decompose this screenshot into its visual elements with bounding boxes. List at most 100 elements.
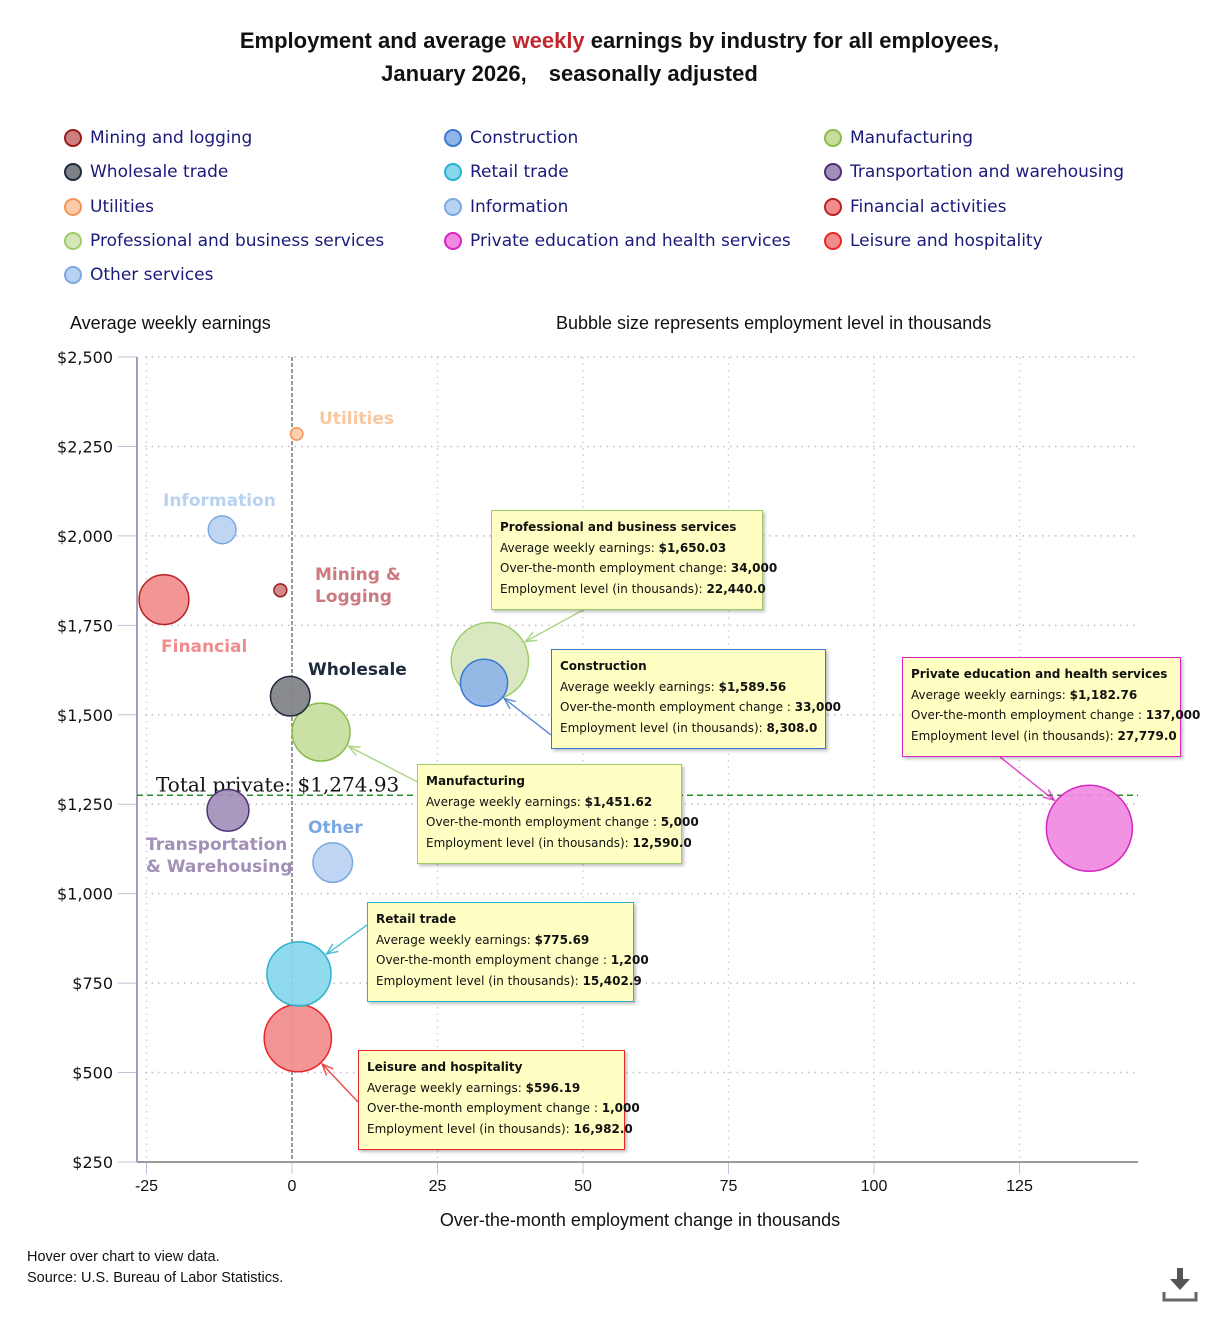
legend-swatch-icon [64,231,82,250]
tooltip-pointer [321,1063,359,1103]
tooltip-arrowhead [320,1062,334,1076]
bubble-private-education-and-health-services[interactable] [1045,784,1134,873]
legend-swatch-icon [444,129,462,147]
bubble-label: Mining & [315,565,401,585]
tooltip-title: Professional and business services [500,520,737,534]
legend-swatch-icon [64,163,82,182]
tooltip-earnings-label: Average weekly earnings: [426,794,585,809]
tooltip-earnings: Average weekly earnings: $775.69 [376,930,625,951]
legend-item[interactable]: Construction [444,128,578,148]
tooltip-change-value: 1,200 [610,953,649,967]
bubble-utilities[interactable] [289,426,304,441]
bubble-other-services[interactable] [312,841,354,884]
tooltip-level-value: 15,402.9 [582,973,642,988]
tooltip-level-value: 16,982.0 [573,1121,633,1136]
tooltip-arrowhead [502,697,516,710]
legend-item[interactable]: Information [444,197,568,217]
legend-swatch-icon [64,266,82,285]
tooltip-pointer [999,756,1055,801]
tooltip-change-label: Over-the-month employment change : [560,700,795,714]
x-tick-label: 75 [720,1178,738,1195]
legend-swatch-icon [64,197,82,216]
bubble-information[interactable] [207,515,237,545]
tooltip-arrowhead [523,631,538,643]
title-period: January 2026, [381,61,527,86]
bubble-label: Other [308,818,363,838]
bubble-label: Logging [315,587,392,607]
legend-item[interactable]: Utilities [64,197,154,217]
y-tick-label: $2,500 [57,348,113,367]
tooltip-change-label: Over-the-month employment change : [376,953,611,967]
tooltip-level-label: Employment level (in thousands): [426,835,633,850]
bubble-wholesale-trade[interactable] [269,675,311,717]
bubble-retail-trade[interactable] [266,941,332,1007]
legend-item[interactable]: Mining and logging [64,128,252,148]
tooltip-level-label: Employment level (in thousands): [500,581,707,596]
bubble-label: & Warehousing [146,857,292,877]
title-adjustment: seasonally adjusted [548,61,758,86]
tooltip-earnings: Average weekly earnings: $596.19 [367,1078,616,1099]
legend-item[interactable]: Leisure and hospitality [824,231,1043,251]
legend-item[interactable]: Transportation and warehousing [824,162,1124,182]
bubble-leisure-and-hospitality[interactable] [263,1003,333,1073]
tooltip-change-value: 5,000 [660,815,699,829]
hover-hint: Hover over chart to view data. [27,1249,220,1265]
tooltip-earnings-label: Average weekly earnings: [376,932,535,947]
tooltip-arrowhead [325,943,339,956]
download-icon [1162,1268,1198,1302]
legend-item[interactable]: Private education and health services [444,231,791,251]
tooltip-level-label: Employment level (in thousands): [911,728,1118,743]
x-tick-label: 50 [574,1178,592,1195]
x-tick-label: 100 [861,1178,888,1195]
tooltip-title: Manufacturing [426,774,525,788]
bubble-construction[interactable] [459,658,509,708]
legend-label: Manufacturing [850,128,974,148]
x-tick-label: 125 [1006,1178,1033,1195]
legend-label: Wholesale trade [90,162,229,183]
tooltip-level: Employment level (in thousands): 16,982.… [367,1119,633,1140]
y-axis-title: Average weekly earnings [70,313,271,333]
y-tick-label: $500 [72,1064,113,1083]
title-text-start: Employment and average [239,28,513,53]
legend-item[interactable]: Wholesale trade [64,162,228,182]
bubble-financial-activities[interactable] [138,573,190,626]
x-tick-label: 25 [429,1178,447,1195]
bubble-size-note: Bubble size represents employment level … [556,313,992,333]
tooltip-change-value: 137,000 [1145,708,1201,722]
tooltip-earnings: Average weekly earnings: $1,451.62 [426,792,673,813]
legend-item[interactable]: Financial activities [824,197,1007,217]
legend-label: Professional and business services [90,230,385,251]
chart-title-line-2: January 2026, seasonally adjusted [0,61,1179,87]
tooltip-change: Over-the-month employment change : 137,0… [911,705,1200,726]
legend-label: Construction [470,128,579,148]
tooltip-level-value: 12,590.0 [632,835,692,850]
tooltip-level-value: 22,440.0 [706,581,766,596]
bubble-transportation-and-warehousing[interactable] [206,788,250,833]
legend-item[interactable]: Professional and business services [64,231,384,251]
title-text-end: earnings by industry for all employees, [584,28,1000,53]
tooltip-level: Employment level (in thousands): 12,590.… [426,833,692,854]
tooltip-change-label: Over-the-month employment change : [367,1101,602,1115]
tooltip: Construction Average weekly earnings: $1,… [551,649,841,749]
legend-swatch-icon [824,129,842,147]
tooltip-earnings-value: $1,650.03 [658,540,727,555]
download-button[interactable] [1160,1265,1200,1305]
legend-swatch-icon [444,163,462,182]
bubble-label: Transportation [146,835,287,855]
tooltip-level-label: Employment level (in thousands): [367,1121,574,1136]
source-note: Source: U.S. Bureau of Labor Statistics. [27,1270,284,1286]
legend-item[interactable]: Manufacturing [824,128,973,148]
legend-item[interactable]: Retail trade [444,162,569,182]
legend-label: Utilities [90,196,154,217]
tooltip-earnings-value: $1,182.76 [1069,687,1138,702]
legend-label: Leisure and hospitality [850,230,1043,251]
legend-label: Information [470,196,569,217]
bubble-mining-and-logging[interactable] [273,583,288,598]
bubble-manufacturing[interactable] [291,702,351,762]
tooltip-level-value: 27,779.0 [1117,728,1177,743]
tooltip-change: Over-the-month employment change : 1,200 [376,950,649,971]
tooltip-level-label: Employment level (in thousands): [376,973,583,988]
legend-swatch-icon [64,129,82,147]
legend-item[interactable]: Other services [64,265,213,285]
